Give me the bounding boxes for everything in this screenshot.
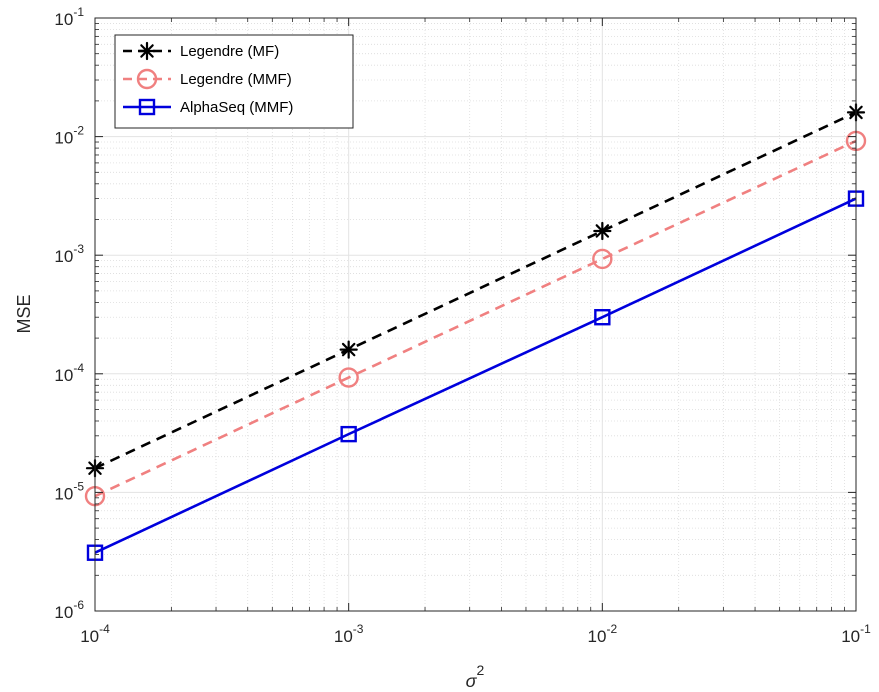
x-tick-label-base: 10 [80,627,99,646]
data-point [594,309,611,326]
legend-label: Legendre (MMF) [180,71,292,88]
y-tick-label-base: 10 [54,129,73,148]
y-tick-label: 10-4 [54,361,84,385]
series-layer [84,103,867,561]
y-tick-label: 10-5 [54,479,84,503]
y-tick-label-exponent: -2 [73,124,84,138]
x-tick-label-base: 10 [841,627,860,646]
y-tick-label-base: 10 [54,484,73,503]
x-tick-label-exponent: -4 [99,622,110,636]
y-tick-label-base: 10 [54,603,73,622]
x-tick-label-base: 10 [334,627,353,646]
x-axis-label-base: σ [466,671,478,691]
legend-entry: Legendre (MF) [123,41,279,61]
x-tick-label: 10-2 [588,622,618,646]
x-tick-label-exponent: -1 [860,622,871,636]
y-tick-label: 10-6 [54,598,84,622]
x-tick-label-base: 10 [588,627,607,646]
legend-swatch-marker [137,41,157,61]
series-line [94,111,857,470]
legend-label: Legendre (MF) [180,43,279,60]
y-tick-label-base: 10 [54,366,73,385]
y-tick-label: 10-2 [54,124,84,148]
y-tick-label-exponent: -6 [73,598,84,612]
x-axis-label: σ2 [466,662,485,691]
legend-entry: AlphaSeq (MMF) [123,98,293,116]
legend: Legendre (MF) Legendre (MMF) AlphaSeq (MMF… [114,34,354,129]
legend-swatch-marker [136,68,158,90]
data-point [340,425,357,443]
x-tick-labels: 10-4 10-3 10-2 10-1 [80,622,871,646]
series-line [94,139,857,498]
x-tick-label: 10-3 [334,622,364,646]
x-tick-label-exponent: -3 [353,622,364,636]
y-tick-label: 10-1 [54,5,84,29]
legend-label: AlphaSeq (MMF) [180,99,293,116]
legend-entry: Legendre (MMF) [123,68,292,90]
x-tick-label-exponent: -2 [606,622,617,636]
axes-box [94,17,857,612]
series-line [94,197,857,554]
y-tick-label-base: 10 [54,10,73,29]
y-tick-label: 10-3 [54,242,84,266]
y-tick-label-exponent: -4 [73,361,84,375]
y-axis-label: MSE [14,294,34,333]
tick-marks [94,17,857,612]
y-tick-label-exponent: -1 [73,5,84,19]
x-tick-label: 10-1 [841,622,871,646]
y-tick-label-base: 10 [54,247,73,266]
data-point [338,367,359,388]
legend-swatch-marker [138,98,156,116]
data-point [339,340,358,359]
y-tick-label-exponent: -3 [73,242,84,256]
y-tick-labels: 10-610-510-410-310-210-1 [54,5,84,622]
x-axis-label-exponent: 2 [477,662,485,678]
data-point [593,221,612,241]
data-point [592,248,613,270]
x-tick-label: 10-4 [80,622,110,646]
y-tick-label-exponent: -5 [73,479,84,493]
